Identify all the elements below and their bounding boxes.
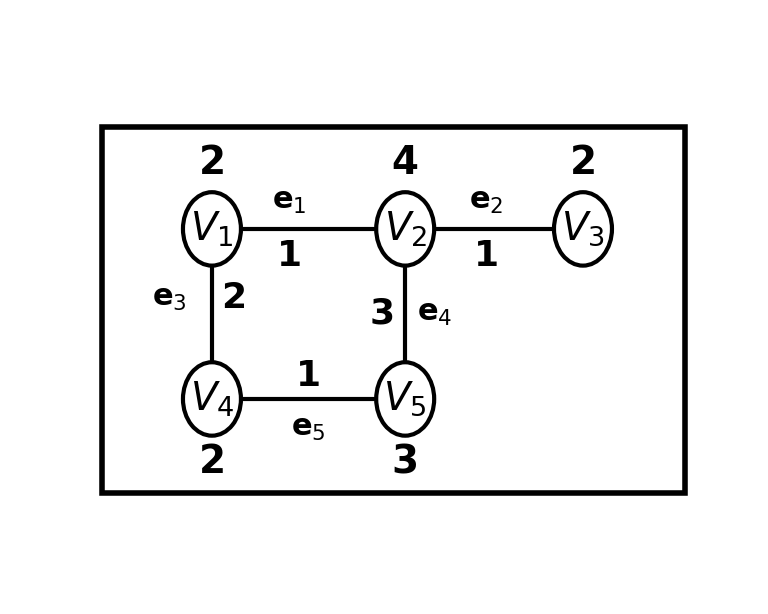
Text: 2: 2 — [198, 144, 226, 182]
Text: 1: 1 — [276, 239, 302, 273]
Text: $\mathit{V}_1$: $\mathit{V}_1$ — [190, 209, 233, 249]
Text: 2: 2 — [221, 281, 247, 316]
Text: e$_5$: e$_5$ — [291, 414, 326, 443]
Text: e$_3$: e$_3$ — [152, 284, 187, 313]
Text: $\mathit{V}_5$: $\mathit{V}_5$ — [383, 379, 427, 418]
Ellipse shape — [183, 192, 241, 266]
Text: e$_4$: e$_4$ — [417, 300, 452, 328]
Text: 1: 1 — [474, 239, 499, 273]
Text: 2: 2 — [198, 443, 226, 481]
Text: 3: 3 — [369, 297, 395, 331]
Text: $\mathit{V}_2$: $\mathit{V}_2$ — [383, 209, 427, 249]
Text: e$_1$: e$_1$ — [272, 187, 306, 216]
Text: 4: 4 — [392, 144, 419, 182]
Ellipse shape — [376, 192, 434, 266]
Text: 2: 2 — [569, 144, 597, 182]
Ellipse shape — [376, 362, 434, 436]
Text: 3: 3 — [392, 443, 419, 481]
Text: 1: 1 — [296, 359, 321, 393]
Text: e$_2$: e$_2$ — [469, 187, 504, 216]
Text: $\mathit{V}_3$: $\mathit{V}_3$ — [561, 209, 605, 248]
Text: $\mathit{V}_4$: $\mathit{V}_4$ — [190, 379, 234, 419]
Ellipse shape — [183, 362, 241, 436]
Ellipse shape — [554, 192, 612, 266]
